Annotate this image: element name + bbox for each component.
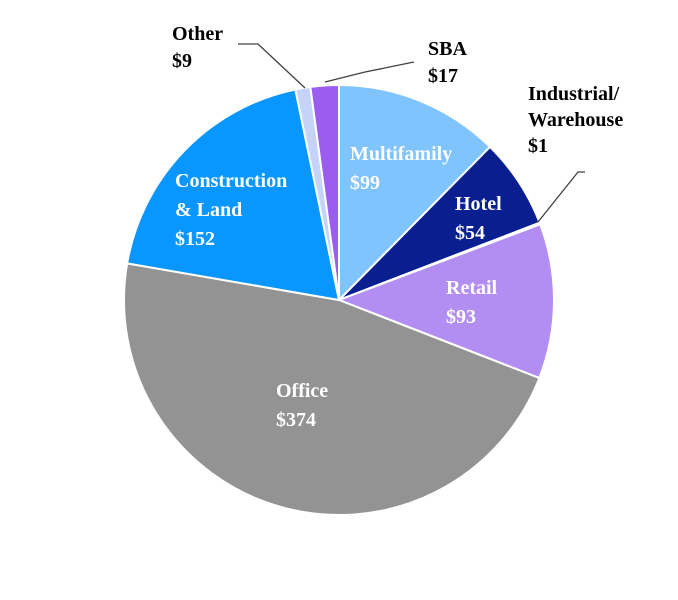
data-label-other: Other $9: [172, 23, 223, 72]
data-label-sba-line: SBA: [428, 38, 467, 60]
data-label-industrial-warehouse-line: Warehouse: [528, 109, 623, 131]
pie-slices: [123, 83, 555, 516]
data-label-hotel-line: $54: [455, 222, 485, 244]
data-label-multifamily: Multifamily $99: [350, 143, 452, 194]
leader-line-sba: [324, 61, 415, 83]
data-label-construction-land: Construction & Land $152: [175, 170, 287, 250]
data-label-industrial-warehouse-line: Industrial/: [528, 83, 620, 105]
data-label-other-line: Other: [172, 23, 223, 45]
data-label-office: Office $374: [276, 380, 328, 431]
data-label-retail-line: Retail: [446, 277, 498, 299]
pie-slice-office: [123, 262, 541, 516]
pie-slice-sba: [309, 83, 340, 301]
data-label-retail-line: $93: [446, 306, 476, 328]
pie-slice-retail: [336, 223, 555, 380]
data-label-other-line: $9: [172, 50, 192, 72]
data-label-multifamily-line: $99: [350, 172, 380, 194]
data-label-office-line: Office: [276, 380, 328, 402]
pie-slice-construction-land: [125, 88, 341, 302]
data-label-construction-land-line: & Land: [175, 199, 242, 221]
data-label-hotel-line: Hotel: [455, 193, 502, 215]
data-label-industrial-warehouse-line: $1: [528, 135, 548, 157]
pie-slice-multifamily: [338, 83, 492, 303]
data-label-construction-land-line: Construction: [175, 170, 287, 192]
data-label-sba: SBA $17: [428, 38, 467, 87]
data-label-industrial-warehouse: Industrial/Warehouse $1: [528, 83, 623, 157]
leader-line-other: [238, 43, 306, 89]
leader-line-industrial-warehouse: [537, 171, 585, 223]
data-label-construction-land-line: $152: [175, 228, 215, 250]
data-label-hotel: Hotel $54: [455, 193, 502, 244]
data-label-sba-line: $17: [428, 65, 458, 87]
data-label-multifamily-line: Multifamily: [350, 143, 452, 165]
data-label-office-line: $374: [276, 409, 316, 431]
data-label-retail: Retail $93: [446, 277, 498, 328]
